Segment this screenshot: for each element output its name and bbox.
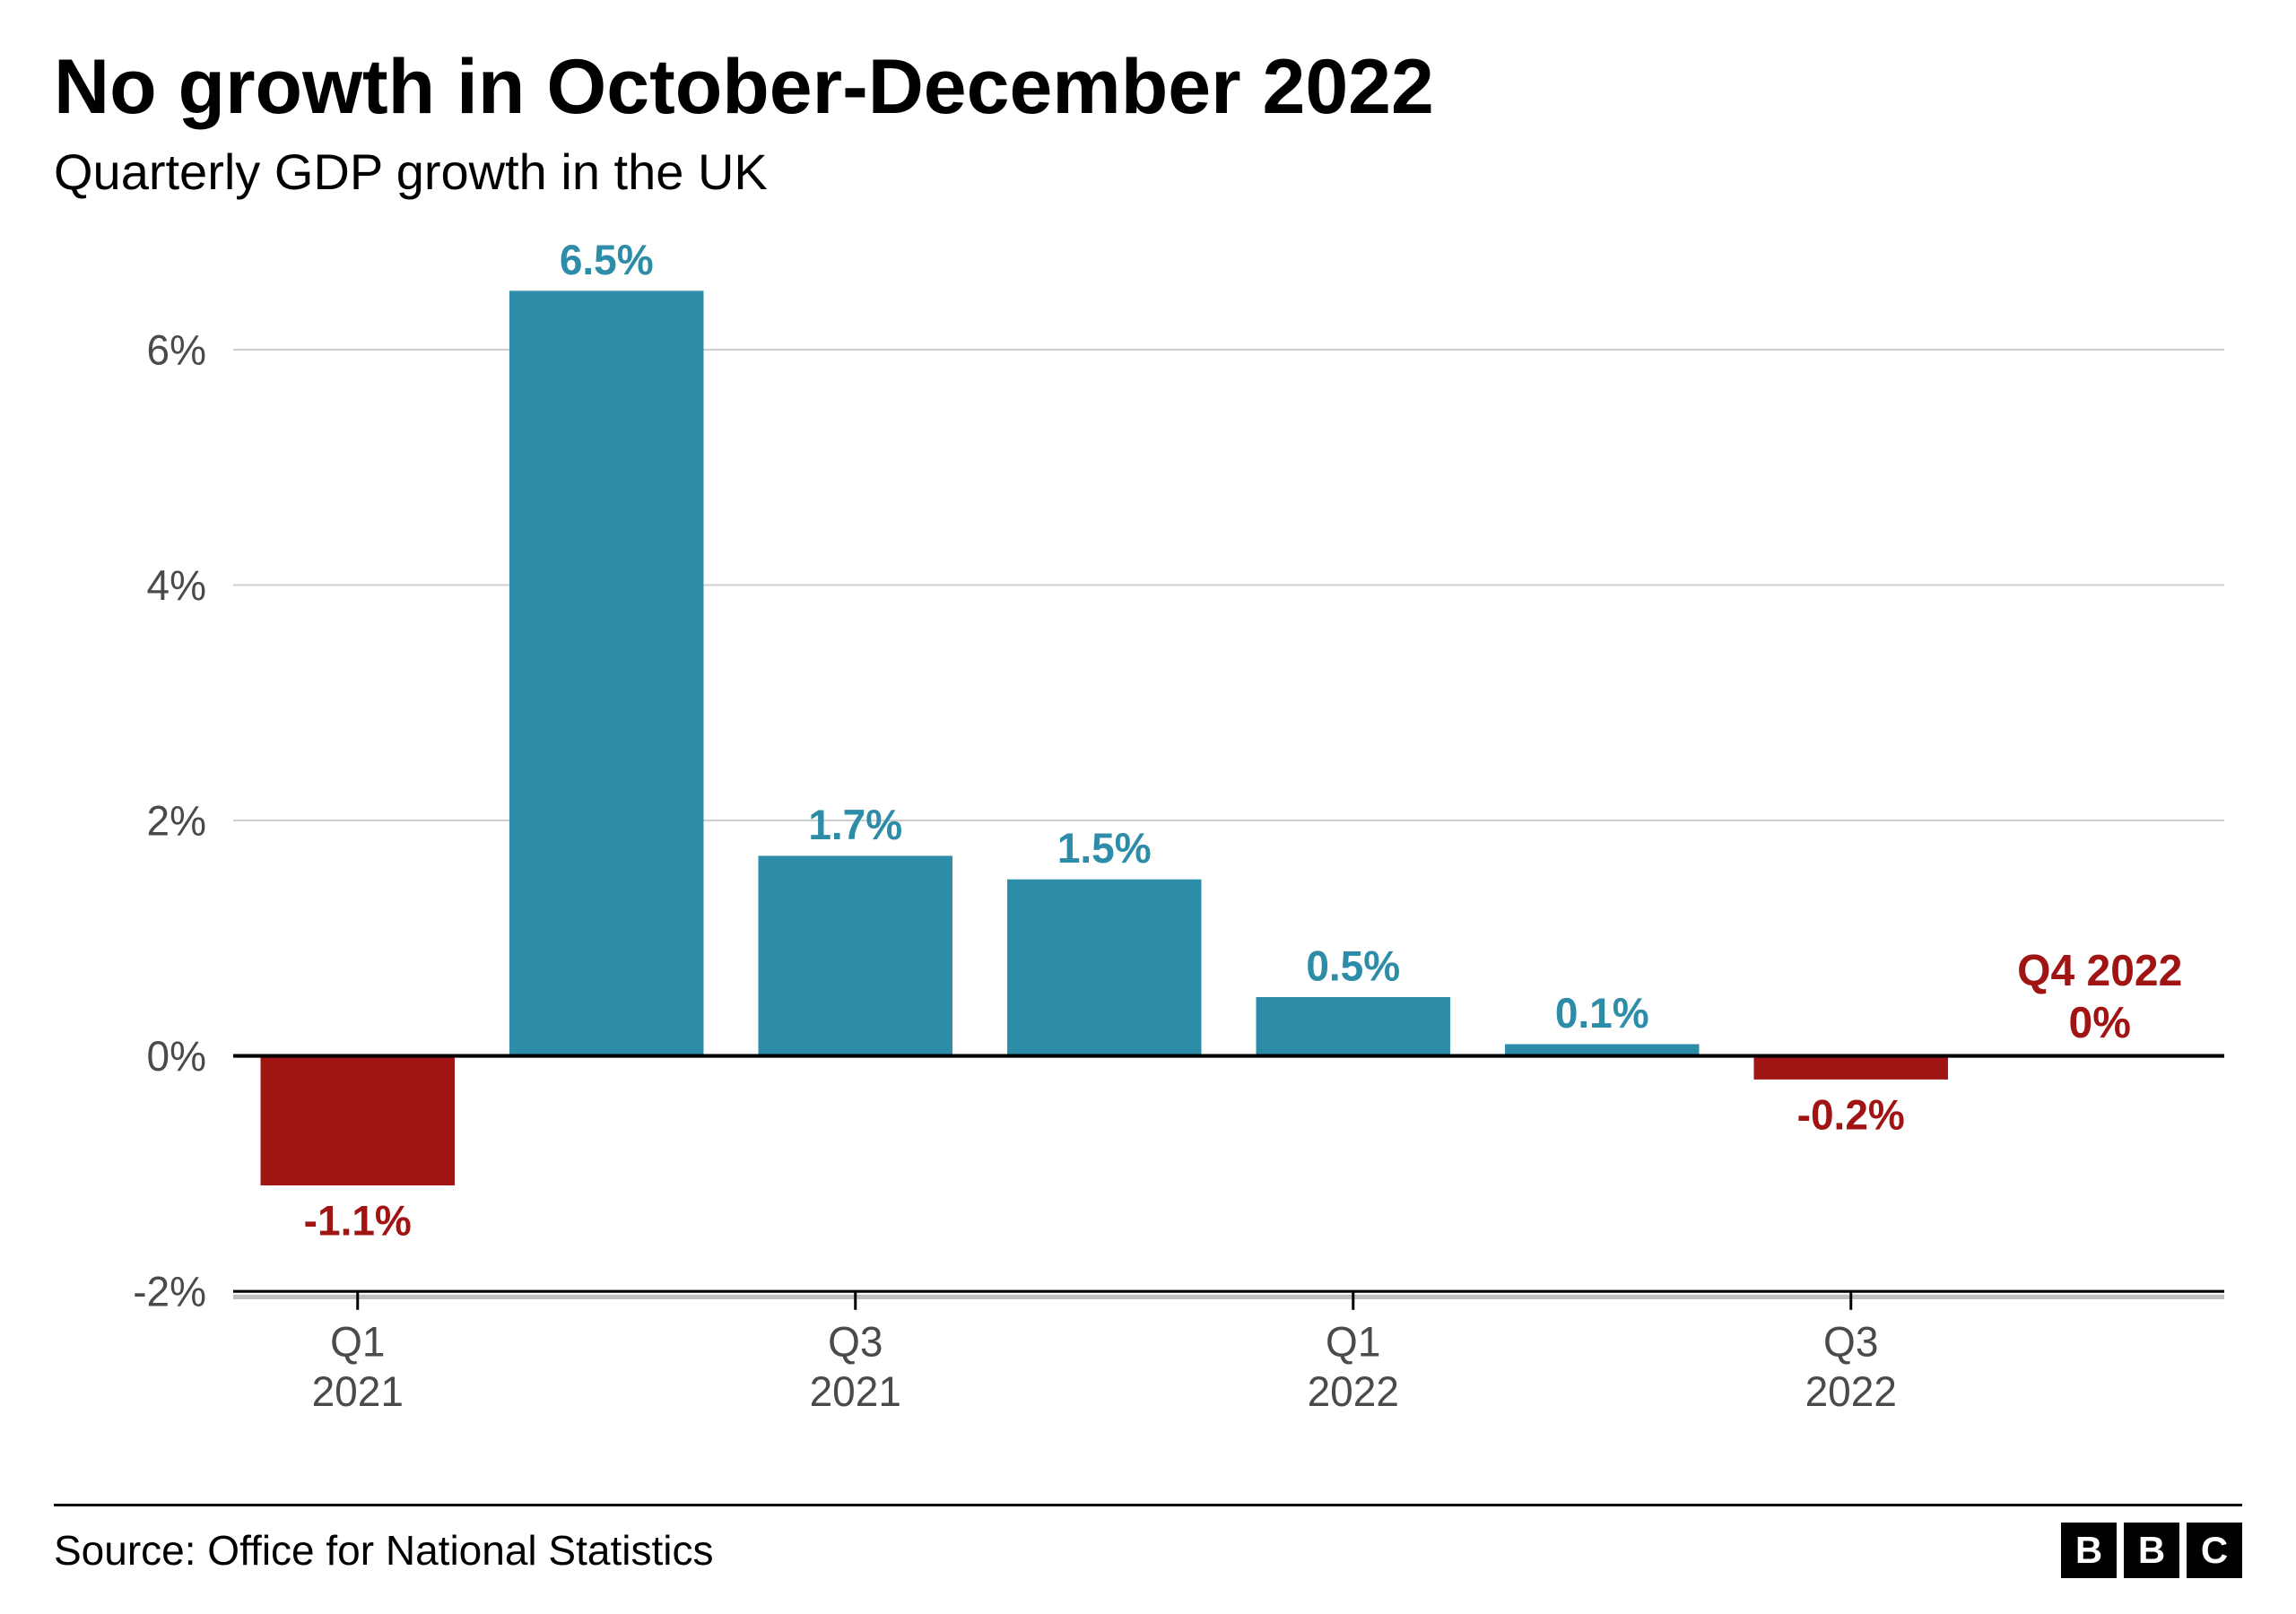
svg-text:1.7%: 1.7% — [808, 801, 902, 848]
svg-text:-1.1%: -1.1% — [304, 1197, 412, 1245]
svg-text:Q1: Q1 — [1326, 1317, 1380, 1365]
svg-text:Q4 2022: Q4 2022 — [2017, 946, 2182, 995]
svg-text:Q3: Q3 — [1823, 1317, 1878, 1365]
bbc-block: C — [2187, 1523, 2242, 1578]
svg-text:-2%: -2% — [133, 1268, 206, 1315]
svg-text:6.5%: 6.5% — [560, 236, 654, 283]
bbc-logo: BBC — [2061, 1523, 2242, 1578]
svg-text:2022: 2022 — [1308, 1367, 1399, 1415]
source-text: Source: Office for National Statistics — [54, 1526, 713, 1575]
chart-area: -2% 0% 2% 4% 6% -1.1% 6.5% 1.7% 1.5% 0.5% 0.1% -0.2… — [54, 228, 2242, 1504]
svg-text:2021: 2021 — [312, 1367, 404, 1415]
svg-text:Q1: Q1 — [330, 1317, 385, 1365]
svg-text:Q3: Q3 — [828, 1317, 883, 1365]
svg-text:2022: 2022 — [1805, 1367, 1897, 1415]
svg-text:-0.2%: -0.2% — [1797, 1091, 1905, 1139]
svg-text:0.5%: 0.5% — [1306, 941, 1400, 989]
svg-text:6%: 6% — [147, 325, 206, 373]
chart-title: No growth in October-December 2022 — [54, 45, 2242, 130]
footer: Source: Office for National Statistics B… — [54, 1504, 2242, 1578]
bbc-block: B — [2061, 1523, 2117, 1578]
svg-text:2021: 2021 — [810, 1367, 901, 1415]
bbc-block: B — [2124, 1523, 2179, 1578]
bar-chart: -2% 0% 2% 4% 6% -1.1% 6.5% 1.7% 1.5% 0.5% 0.1% -0.2… — [54, 228, 2242, 1504]
svg-text:4%: 4% — [147, 561, 206, 609]
svg-text:2%: 2% — [147, 797, 206, 845]
svg-text:0.1%: 0.1% — [1555, 989, 1649, 1037]
chart-subtitle: Quarterly GDP growth in the UK — [54, 143, 2242, 201]
svg-text:0%: 0% — [147, 1032, 206, 1080]
svg-text:0%: 0% — [2069, 998, 2131, 1047]
svg-text:1.5%: 1.5% — [1057, 824, 1152, 872]
